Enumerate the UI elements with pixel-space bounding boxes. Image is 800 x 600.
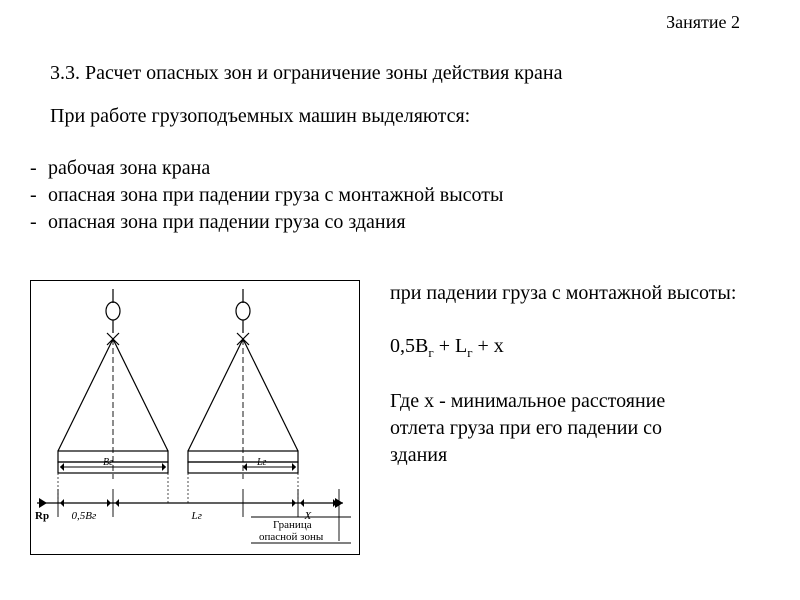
formula-tail: + x [473,335,504,357]
list-item: - опасная зона при падении груза со здан… [30,209,503,236]
fall-height-label: при падении груза с монтажной высоты: [390,280,760,307]
where-line-3: здания [390,442,760,469]
formula-mid: + L [434,335,468,357]
crane-zone-diagram: ВгLгRp0,5ВгLгXГраницаопасной зоны [30,280,360,555]
svg-text:Граница: Граница [273,519,312,531]
svg-text:Lг: Lг [191,510,203,522]
where-line-2: отлета груза при его падении со [390,415,760,442]
svg-text:0,5Вг: 0,5Вг [72,510,97,522]
formula-lead: 0,5В [390,335,428,357]
intro-line: При работе грузоподъемных машин выделяют… [50,105,470,128]
bullet-list: - рабочая зона крана - опасная зона при … [30,155,503,236]
bullet-text: опасная зона при падении груза со здания [48,209,406,236]
svg-text:Rp: Rp [35,510,49,522]
right-column: при падении груза с монтажной высоты: 0,… [390,280,760,469]
where-line-1: Где х - минимальное расстояние [390,388,760,415]
svg-text:опасной зоны: опасной зоны [259,531,324,543]
svg-text:Вг: Вг [103,457,113,468]
dash-icon: - [30,209,48,236]
formula: 0,5Вг + Lг + x [390,333,760,362]
section-title: 3.3. Расчет опасных зон и ограничение зо… [50,62,562,85]
list-item: - опасная зона при падении груза с монта… [30,182,503,209]
lesson-label: Занятие 2 [666,12,740,33]
bullet-text: опасная зона при падении груза с монтажн… [48,182,503,209]
list-item: - рабочая зона крана [30,155,503,182]
svg-text:Lг: Lг [256,457,267,468]
dash-icon: - [30,155,48,182]
bullet-text: рабочая зона крана [48,155,210,182]
dash-icon: - [30,182,48,209]
